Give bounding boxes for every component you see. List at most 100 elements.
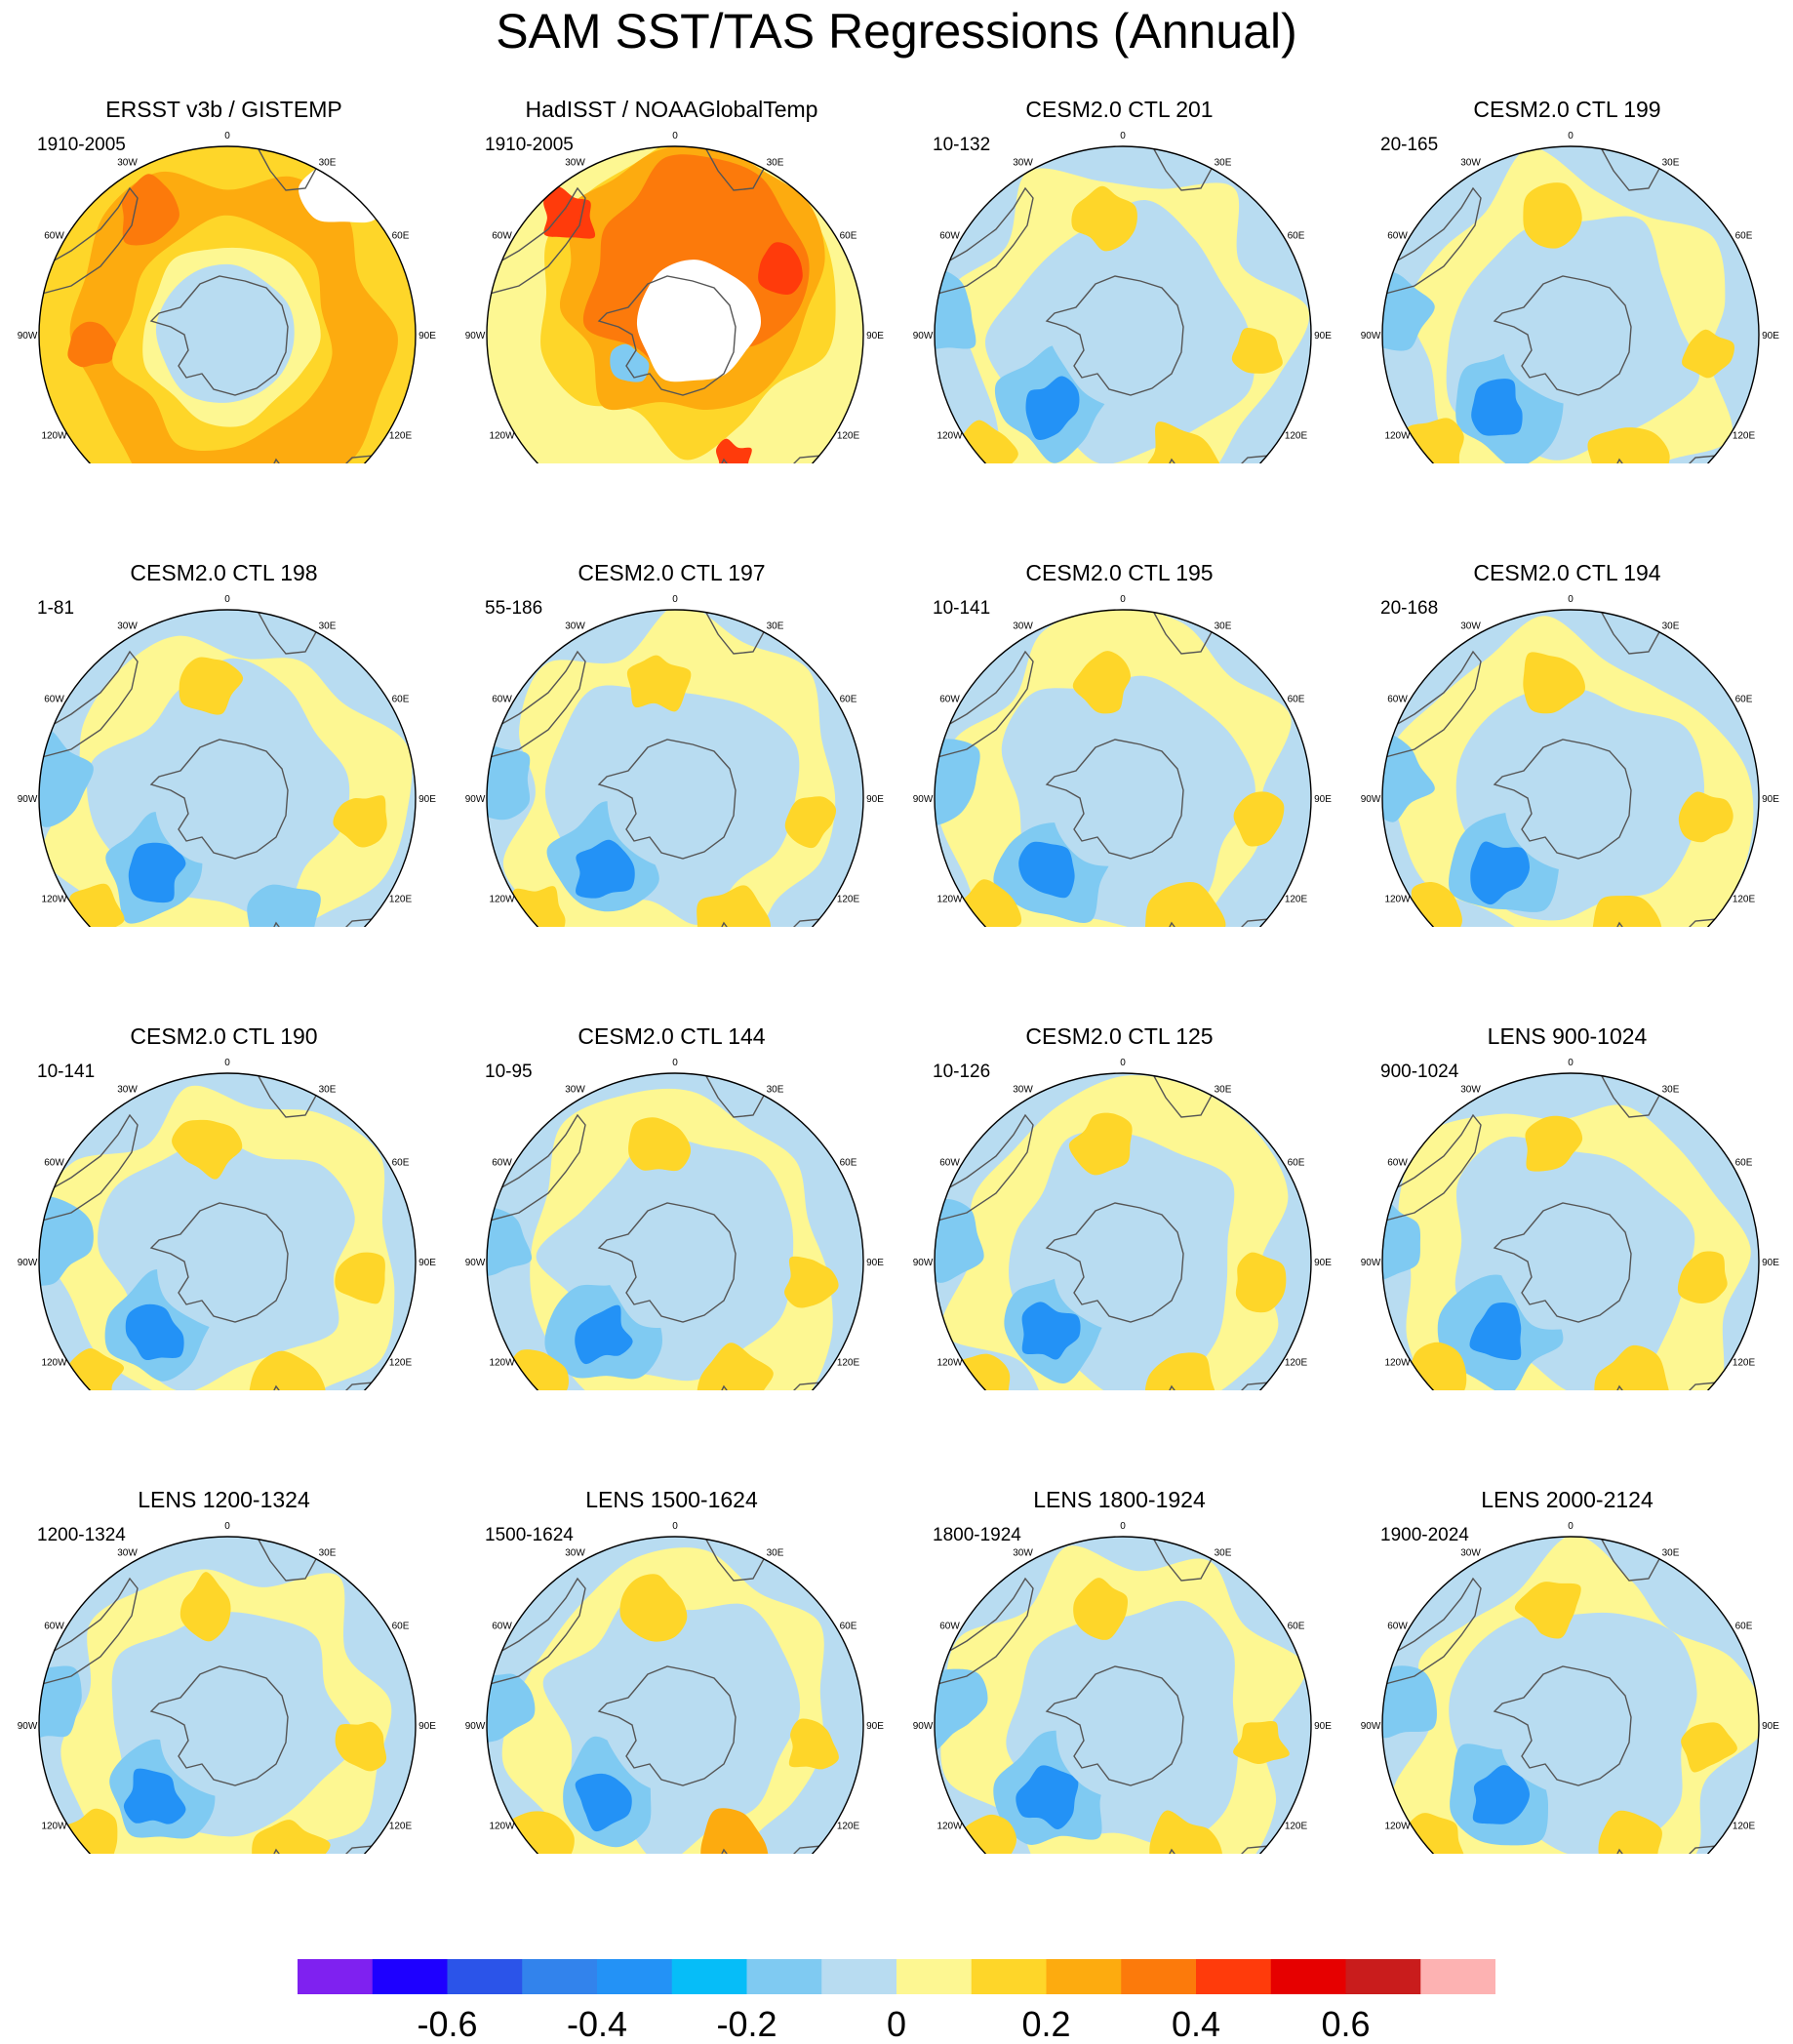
longitude-label: 0	[224, 1521, 230, 1532]
anomaly-contour	[758, 242, 803, 295]
anomaly-contour	[1072, 651, 1131, 714]
longitude-label: 30W	[565, 1085, 585, 1096]
longitude-label: 30E	[319, 158, 337, 169]
longitude-label: 90E	[418, 331, 436, 341]
longitude-label: 30E	[1215, 621, 1232, 632]
longitude-label: 60E	[392, 1158, 410, 1169]
colorbar-swatch	[1196, 1959, 1272, 1994]
anomaly-contour	[575, 1773, 632, 1832]
map-panel: 030E60E90E120E150E180150W120W90W60W30WCE…	[896, 927, 1343, 1390]
panel-title: LENS 900-1024	[1487, 1023, 1648, 1049]
polar-map: 030E60E90E120E150E180150W120W90W60W30W	[913, 1521, 1332, 1854]
anomaly-contour	[508, 1349, 569, 1390]
longitude-label: 30E	[767, 158, 784, 169]
anomaly-contour	[56, 1808, 118, 1854]
map-border	[486, 1536, 864, 1854]
longitude-label: 60W	[1387, 1622, 1408, 1632]
longitude-label: 90E	[1314, 331, 1332, 341]
colorbar-tick-label: 0	[886, 2004, 907, 2044]
map-border	[934, 145, 1312, 463]
colorbar-tick-label: 0.4	[1171, 2004, 1221, 2044]
anomaly-contour	[1231, 327, 1283, 374]
longitude-label: 90E	[866, 1258, 884, 1268]
map-border	[38, 145, 417, 463]
polar-map: 030E60E90E120E150E180150W120W90W60W30W	[465, 1058, 884, 1390]
polar-map: 030E60E90E120E150E180150W120W90W60W30W	[465, 131, 884, 463]
colorbar-swatch	[671, 1959, 747, 1994]
anomaly-contour	[610, 343, 650, 382]
longitude-label: 60W	[939, 231, 960, 242]
panel-years: 10-141	[37, 1062, 96, 1082]
anomaly-contour	[1598, 1810, 1662, 1854]
panel-title: CESM2.0 CTL 201	[1025, 97, 1214, 122]
anomaly-contour	[543, 186, 596, 239]
anomaly-contour	[1681, 1722, 1737, 1773]
antarctica-outline	[1493, 1202, 1632, 1323]
anomaly-contour	[1073, 1578, 1129, 1640]
polar-map: 030E60E90E120E150E180150W120W90W60W30W	[1361, 1521, 1779, 1854]
longitude-label: 30W	[565, 1548, 585, 1559]
longitude-label: 90W	[465, 331, 486, 341]
anomaly-contour	[123, 1768, 186, 1824]
anomaly-contour	[576, 839, 635, 899]
map-panel: 030E60E90E120E150E180150W120W90W60W30WCE…	[448, 927, 896, 1390]
panel-years: 1910-2005	[37, 135, 126, 155]
polar-map: 030E60E90E120E150E180150W120W90W60W30W	[913, 594, 1332, 927]
longitude-label: 90W	[465, 1721, 486, 1732]
colorbar-tick-label: -0.2	[716, 2004, 777, 2044]
anomaly-contour	[487, 744, 531, 821]
longitude-label: 0	[1568, 1058, 1574, 1068]
map-border	[1381, 145, 1760, 463]
anomaly-contour	[1021, 1302, 1081, 1360]
map-border	[38, 1536, 417, 1854]
colorbar-swatch	[1121, 1959, 1197, 1994]
anomaly-contour	[249, 1350, 326, 1390]
colorbar-swatch	[1345, 1959, 1421, 1994]
longitude-label: 120W	[936, 895, 963, 905]
anomaly-contour	[1677, 1251, 1728, 1303]
panel-years: 1-81	[37, 598, 75, 619]
anomaly-contour	[1233, 791, 1285, 847]
longitude-label: 90W	[465, 1258, 486, 1268]
longitude-label: 60E	[1288, 231, 1305, 242]
anomaly-contour	[1382, 733, 1435, 822]
longitude-label: 30E	[767, 621, 784, 632]
longitude-label: 120E	[1733, 1822, 1756, 1832]
longitude-label: 90W	[1361, 1721, 1381, 1732]
polar-map: 030E60E90E120E150E180150W120W90W60W30W	[18, 1058, 436, 1390]
anomaly-contour	[1594, 1344, 1670, 1390]
south-america-outline	[936, 650, 1034, 758]
south-america-outline	[489, 650, 586, 758]
longitude-label: 60E	[1735, 231, 1753, 242]
longitude-label: 30E	[767, 1548, 784, 1559]
antarctica-outline	[1045, 739, 1184, 860]
longitude-label: 120E	[1733, 1358, 1756, 1369]
longitude-label: 90E	[866, 1721, 884, 1732]
panel-title: CESM2.0 CTL 194	[1473, 560, 1661, 585]
longitude-label: 90W	[465, 794, 486, 805]
panel-title: LENS 1800-1924	[1033, 1487, 1206, 1512]
longitude-label: 30W	[1460, 1548, 1481, 1559]
map-panel: 030E60E90E120E150E180150W120W90W60W30WER…	[0, 0, 448, 463]
longitude-label: 0	[224, 131, 230, 141]
longitude-label: 0	[1568, 131, 1574, 141]
longitude-label: 0	[672, 131, 678, 141]
anomaly-contour	[1514, 1582, 1581, 1639]
longitude-label: 60W	[1387, 695, 1408, 705]
anomaly-contour	[172, 1119, 243, 1180]
south-america-outline	[41, 1113, 139, 1222]
polar-map: 030E60E90E120E150E180150W120W90W60W30W	[18, 594, 436, 927]
longitude-label: 30W	[117, 1548, 138, 1559]
longitude-label: 60W	[1387, 1158, 1408, 1169]
antarctica-outline	[597, 1665, 737, 1786]
longitude-label: 0	[1120, 594, 1126, 605]
map-panel: 030E60E90E120E150E180150W120W90W60W30WCE…	[896, 0, 1343, 463]
map-border	[934, 1536, 1312, 1854]
map-border	[934, 609, 1312, 927]
longitude-label: 90W	[1361, 1258, 1381, 1268]
map-panel: 030E60E90E120E150E180150W120W90W60W30WCE…	[896, 463, 1343, 927]
anomaly-contour	[1469, 1303, 1522, 1361]
anomaly-contour	[1071, 185, 1137, 252]
longitude-label: 60W	[492, 1622, 512, 1632]
longitude-label: 90E	[866, 331, 884, 341]
